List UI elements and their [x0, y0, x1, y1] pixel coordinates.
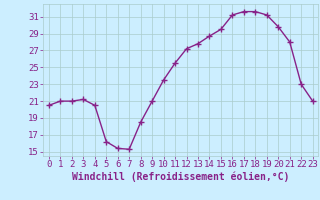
X-axis label: Windchill (Refroidissement éolien,°C): Windchill (Refroidissement éolien,°C) — [72, 172, 290, 182]
